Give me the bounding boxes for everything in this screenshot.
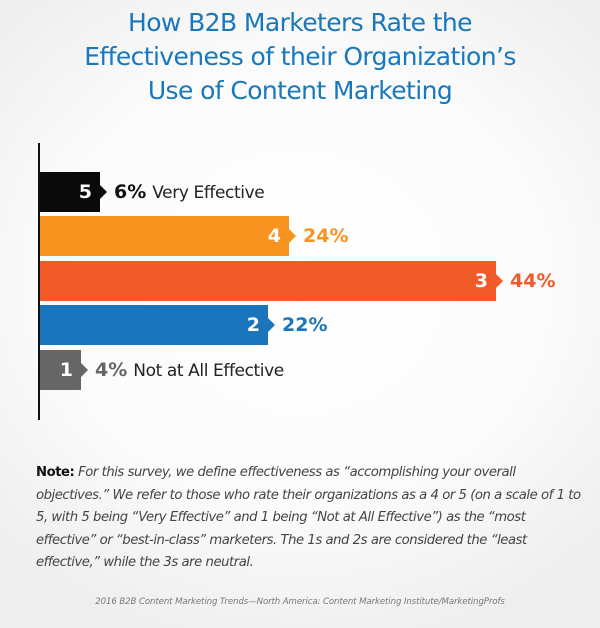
arrow-pointer-icon: [268, 318, 275, 332]
arrow-pointer-icon: [100, 185, 107, 199]
title-line-2: Effectiveness of their Organization’s: [84, 42, 516, 71]
rating-number: 4: [267, 225, 281, 247]
note-label: Note:: [36, 465, 75, 480]
bar-rating-2: 2: [40, 305, 275, 345]
source-citation: 2016 B2B Content Marketing Trends—North …: [95, 597, 505, 607]
title-line-1: How B2B Marketers Rate the: [128, 8, 473, 37]
y-axis-line: [38, 143, 40, 420]
bar-value-label: 22%: [282, 305, 327, 345]
note-paragraph: Note: For this survey, we define effecti…: [36, 462, 586, 575]
percent-value: 6%: [114, 181, 147, 203]
rating-description: Very Effective: [152, 183, 265, 203]
rating-number: 3: [474, 270, 488, 292]
title-line-3: Use of Content Marketing: [147, 76, 453, 105]
bar-value-label: 44%: [510, 261, 555, 301]
arrow-pointer-icon: [496, 274, 503, 288]
bar-rating-1: 1: [40, 350, 88, 390]
bar-value-label: 24%: [303, 216, 348, 256]
bar-rating-5: 5: [40, 172, 107, 212]
rating-number: 5: [78, 181, 92, 203]
percent-value: 4%: [95, 359, 128, 381]
bar-rating-3: 3: [40, 261, 503, 301]
percent-value: 44%: [510, 270, 556, 292]
rating-description: Not at All Effective: [133, 361, 284, 381]
arrow-pointer-icon: [81, 363, 88, 377]
note-text: For this survey, we define effectiveness…: [36, 465, 581, 570]
percent-value: 22%: [282, 314, 328, 336]
percent-value: 24%: [303, 225, 349, 247]
bar-value-label: 6% Very Effective: [114, 172, 265, 212]
rating-number: 1: [59, 359, 73, 381]
bar-rating-4: 4: [40, 216, 296, 256]
rating-number: 2: [246, 314, 260, 336]
arrow-pointer-icon: [289, 229, 296, 243]
chart-title: How B2B Marketers Rate the Effectiveness…: [0, 6, 600, 108]
bar-value-label: 4% Not at All Effective: [95, 350, 284, 390]
